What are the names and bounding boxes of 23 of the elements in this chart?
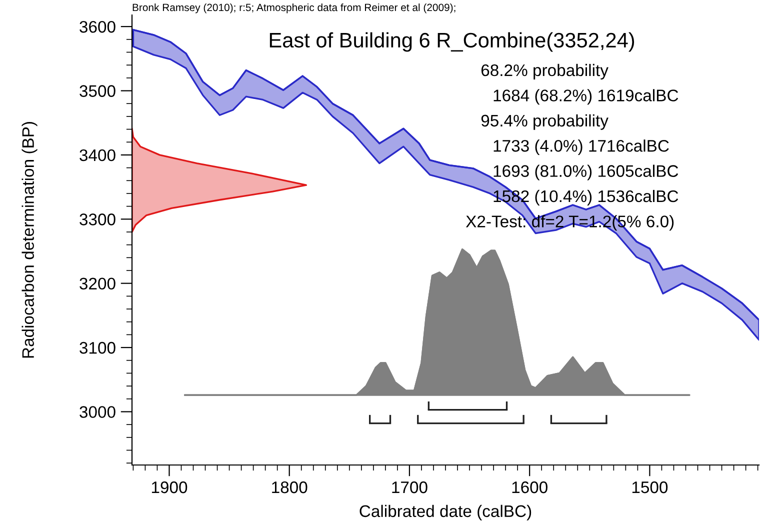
x-tick-label: 1800 <box>272 481 308 494</box>
text: East of Building 6 R_Combine(3352,24) <box>270 32 634 52</box>
text: Bronk Ramsey (2010); r:5; Atmospheric data from Reimer et al (2009); <box>132 3 456 14</box>
y-tick-label: 3400 <box>80 149 116 162</box>
y-tick-label: 3500 <box>80 85 116 97</box>
annotation: X2-Test: df=2 T=1.2(5% 6.0) <box>466 215 674 231</box>
annotation: 68.2% probability <box>481 64 608 80</box>
x-axis-title: Calibrated date (calBC) <box>360 504 532 520</box>
annotation: 95.4% probability <box>481 114 608 130</box>
x-tick-label: 1700 <box>392 481 428 494</box>
annotation: 1733 (4.0%) 1716calBC <box>494 140 669 156</box>
annotation: 1582 (10.4%) 1536calBC <box>494 190 678 206</box>
y-tick-label: 3100 <box>80 342 116 354</box>
x-tick-label: 1900 <box>152 481 188 494</box>
y-axis-title: Radiocarbon determination (BP) <box>22 122 38 358</box>
annotation: 1684 (68.2%) 1619calBC <box>494 89 678 105</box>
annotation: 1693 (81.0%) 1605calBC <box>494 164 678 180</box>
y-tick-label: 3200 <box>80 278 116 290</box>
x-tick-label: 1600 <box>512 481 548 494</box>
x-tick-label: 1500 <box>632 481 668 494</box>
y-tick-label: 3300 <box>80 214 116 226</box>
y-tick-label: 3000 <box>80 406 116 418</box>
y-tick-label: 3600 <box>80 20 116 33</box>
